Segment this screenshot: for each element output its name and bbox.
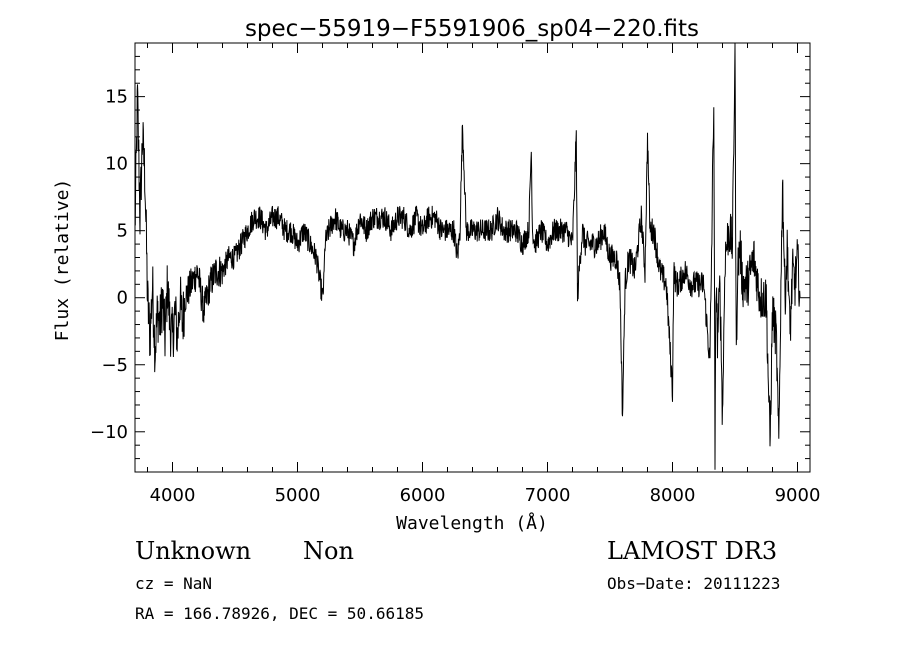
x-tick-label: 5000	[275, 485, 321, 506]
x-tick-label: 6000	[400, 485, 446, 506]
y-tick-label: −5	[101, 355, 128, 376]
chart-title: spec−55919−F5591906_sp04−220.fits	[245, 16, 699, 42]
x-tick-label: 9000	[775, 485, 821, 506]
y-axis-label: Flux (relative)	[52, 179, 73, 342]
y-tick-label: 10	[105, 154, 128, 175]
axis-ticks	[135, 43, 810, 472]
plot-frame	[134, 42, 811, 473]
y-tick-labels: −10 −5 0 5 10 15	[90, 87, 128, 443]
redshift-cz: cz = NaN	[135, 574, 213, 593]
x-axis-label: Wavelength (Å)	[396, 512, 548, 534]
x-tick-label: 8000	[650, 485, 696, 506]
y-tick-label: 5	[117, 221, 128, 242]
y-tick-label: −10	[90, 422, 128, 443]
survey-name: LAMOST DR3	[607, 537, 778, 565]
ra-dec-coordinates: RA = 166.78926, DEC = 50.66185	[135, 604, 424, 623]
observation-date: Obs−Date: 20111223	[607, 574, 781, 593]
x-tick-labels: 4000 5000 6000 7000 8000 9000	[150, 485, 821, 506]
spectrum-line	[134, 42, 801, 470]
y-tick-label: 0	[117, 288, 128, 309]
y-tick-label: 15	[105, 87, 128, 108]
object-subclass: Non	[303, 537, 354, 565]
object-class: Unknown	[135, 537, 252, 565]
x-tick-label: 7000	[525, 485, 571, 506]
x-tick-label: 4000	[150, 485, 196, 506]
